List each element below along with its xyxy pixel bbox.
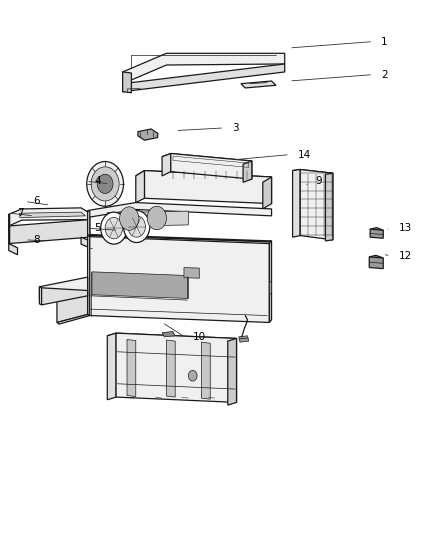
Polygon shape xyxy=(39,277,88,300)
Text: 14: 14 xyxy=(298,150,311,159)
Polygon shape xyxy=(9,220,90,244)
Text: 1: 1 xyxy=(381,37,388,46)
Circle shape xyxy=(101,212,127,244)
Polygon shape xyxy=(127,340,136,397)
Polygon shape xyxy=(57,314,90,324)
Polygon shape xyxy=(171,154,252,179)
Text: 4: 4 xyxy=(94,176,101,186)
Text: 6: 6 xyxy=(33,197,39,206)
Polygon shape xyxy=(9,244,18,255)
Polygon shape xyxy=(325,173,333,241)
Circle shape xyxy=(97,174,113,193)
Polygon shape xyxy=(136,171,272,182)
Circle shape xyxy=(188,370,197,381)
Polygon shape xyxy=(239,336,249,342)
Polygon shape xyxy=(123,72,131,93)
Polygon shape xyxy=(243,161,252,182)
Polygon shape xyxy=(81,237,90,248)
Polygon shape xyxy=(300,169,333,240)
Circle shape xyxy=(91,167,119,201)
Circle shape xyxy=(124,211,150,243)
Polygon shape xyxy=(88,211,90,237)
Polygon shape xyxy=(136,171,145,203)
Polygon shape xyxy=(162,154,171,176)
Text: 5: 5 xyxy=(94,223,101,233)
Polygon shape xyxy=(370,229,383,238)
Circle shape xyxy=(128,216,145,237)
Polygon shape xyxy=(123,53,285,84)
Polygon shape xyxy=(88,235,272,242)
Text: 12: 12 xyxy=(399,251,412,261)
Polygon shape xyxy=(293,169,333,174)
Text: 8: 8 xyxy=(33,235,39,245)
Polygon shape xyxy=(9,214,10,245)
Polygon shape xyxy=(166,340,175,397)
Polygon shape xyxy=(107,333,116,400)
Polygon shape xyxy=(90,237,269,322)
Polygon shape xyxy=(370,228,383,232)
Polygon shape xyxy=(263,177,272,209)
Text: 9: 9 xyxy=(315,176,322,186)
Circle shape xyxy=(147,206,166,230)
Polygon shape xyxy=(88,236,90,316)
Polygon shape xyxy=(269,241,272,322)
Circle shape xyxy=(105,217,123,239)
Polygon shape xyxy=(20,212,85,217)
Polygon shape xyxy=(162,332,175,337)
Polygon shape xyxy=(293,169,300,237)
Polygon shape xyxy=(116,333,237,402)
Polygon shape xyxy=(269,281,272,294)
Polygon shape xyxy=(42,288,88,305)
Polygon shape xyxy=(57,290,88,322)
Polygon shape xyxy=(123,64,285,92)
Polygon shape xyxy=(184,268,199,278)
Polygon shape xyxy=(138,129,158,140)
Polygon shape xyxy=(9,208,90,226)
Circle shape xyxy=(87,161,124,206)
Polygon shape xyxy=(241,81,276,88)
Text: 10: 10 xyxy=(193,332,206,342)
Polygon shape xyxy=(228,338,237,405)
Text: 2: 2 xyxy=(381,70,388,79)
Polygon shape xyxy=(107,211,188,227)
Polygon shape xyxy=(201,342,210,399)
Polygon shape xyxy=(92,272,188,298)
Circle shape xyxy=(120,207,139,230)
Text: 3: 3 xyxy=(232,123,239,133)
Polygon shape xyxy=(162,154,252,164)
Polygon shape xyxy=(369,257,383,269)
Polygon shape xyxy=(107,333,237,341)
Polygon shape xyxy=(145,171,272,204)
Polygon shape xyxy=(39,287,42,305)
Polygon shape xyxy=(88,203,272,217)
Text: 13: 13 xyxy=(399,223,412,233)
Text: 7: 7 xyxy=(18,208,24,218)
Polygon shape xyxy=(369,255,383,260)
